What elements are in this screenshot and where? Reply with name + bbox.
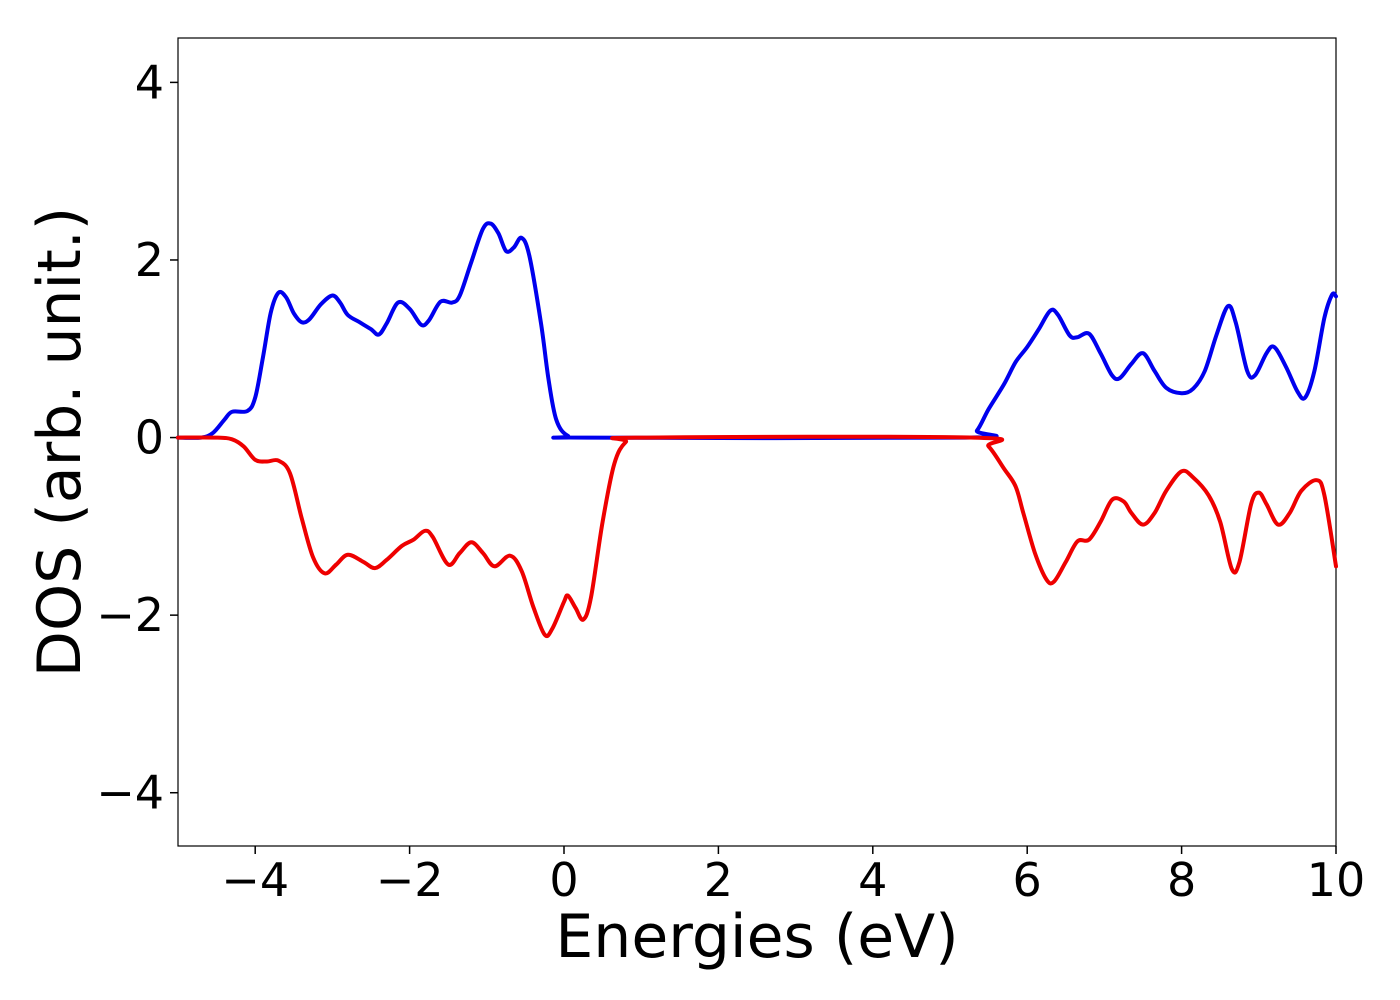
y-tick-label: 2: [135, 233, 164, 287]
y-axis-label: DOS (arb. unit.): [25, 207, 95, 677]
series-line-blue: [176, 221, 1338, 441]
x-tick-label: 10: [1307, 853, 1366, 907]
series-line-red: [176, 434, 1338, 638]
x-tick-label: −2: [376, 853, 444, 907]
x-tick-label: 0: [549, 853, 578, 907]
x-axis: −4 −2 0 2 4 6 8 10: [221, 846, 1365, 907]
y-tick-label: 0: [135, 411, 164, 465]
y-tick-label: −2: [96, 588, 164, 642]
y-axis: −4 −2 0 2 4: [96, 55, 178, 820]
x-axis-label: Energies (eV): [555, 902, 958, 972]
x-tick-label: 8: [1167, 853, 1196, 907]
series-layer: [176, 221, 1338, 638]
x-tick-label: −4: [221, 853, 289, 907]
x-tick-label: 4: [858, 853, 887, 907]
y-tick-label: −4: [96, 766, 164, 820]
x-tick-label: 6: [1013, 853, 1042, 907]
plot-frame: [177, 37, 1337, 847]
x-tick-label: 2: [704, 853, 733, 907]
y-tick-label: 4: [135, 55, 164, 109]
